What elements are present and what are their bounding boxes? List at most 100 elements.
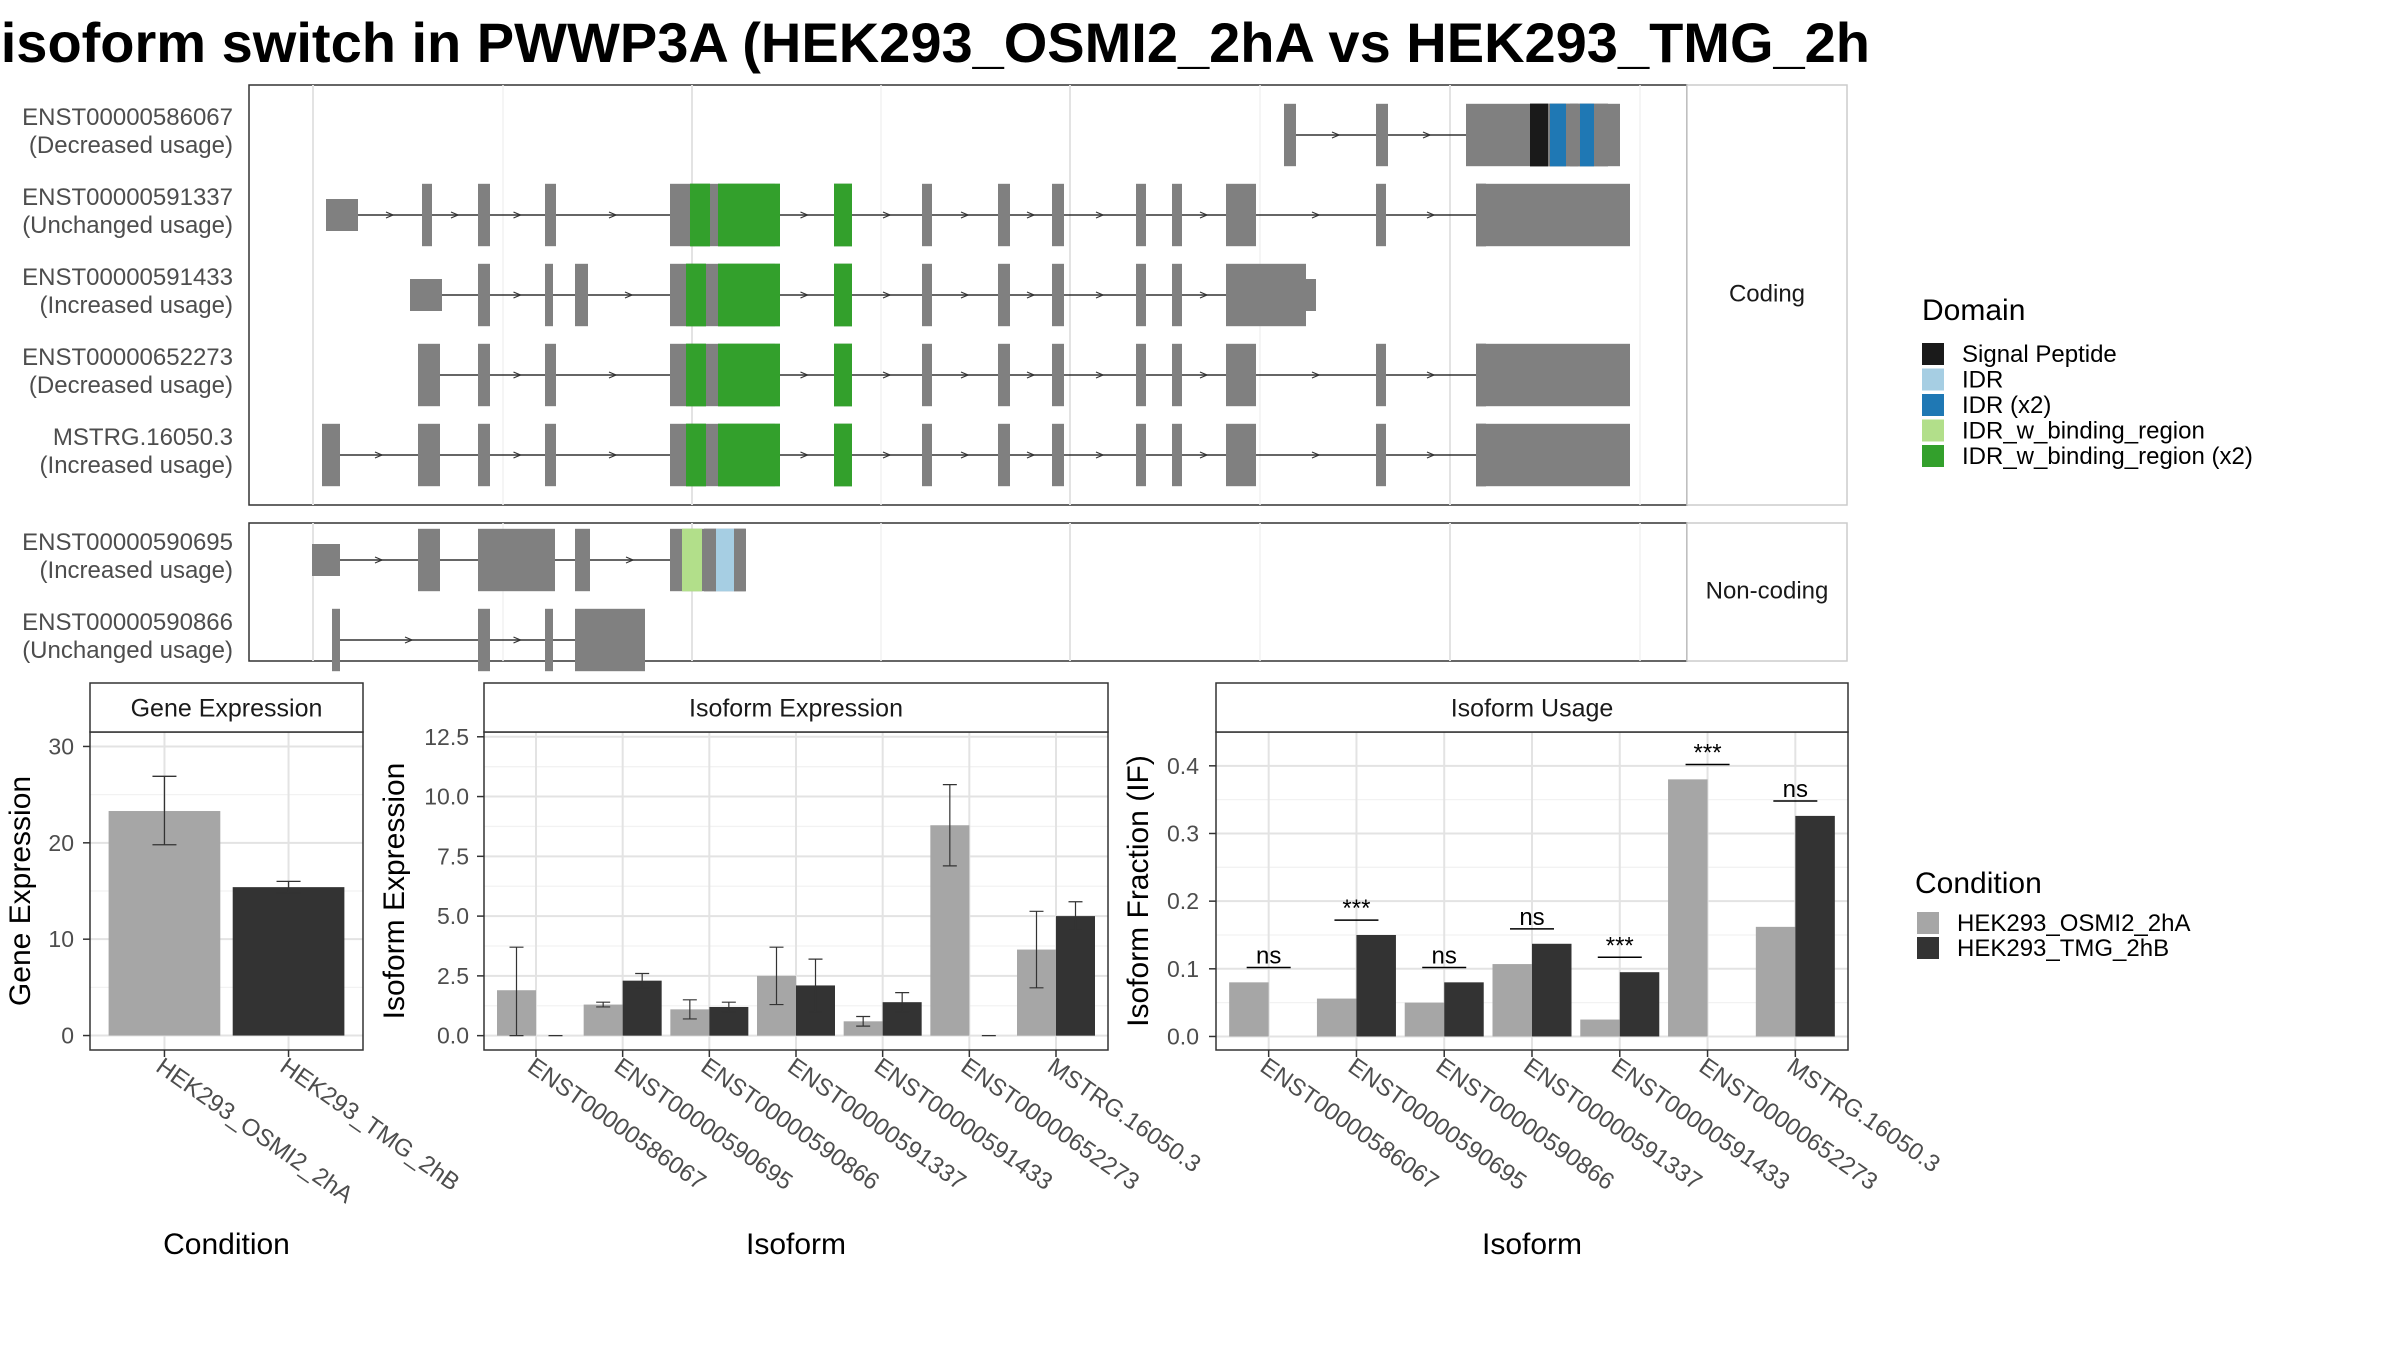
- exon: [326, 199, 358, 231]
- direction-arrow: [513, 211, 523, 219]
- domain-legend-swatch: [1922, 394, 1944, 416]
- error-bar: [769, 946, 784, 1006]
- exon: [1136, 263, 1146, 327]
- direction-arrow: [608, 451, 618, 459]
- domain-exon: [734, 528, 746, 592]
- significance-label: ***: [1342, 895, 1370, 922]
- exon: [1476, 343, 1630, 407]
- bar-HEK293_OSMI2_2hA-ENST00000586067: [1229, 982, 1269, 1037]
- direction-arrow: [882, 451, 892, 459]
- direction-arrow: [800, 211, 810, 219]
- bar-HEK293_OSMI2_2hA-ENST00000591337: [1492, 964, 1532, 1037]
- y-axis-title: Isoform Expression: [378, 763, 411, 1020]
- direction-arrow: [1095, 451, 1105, 459]
- domain-idr-w-binding-region: [682, 528, 702, 592]
- transcript-id-label: MSTRG.16050.3: [53, 424, 233, 451]
- isoform-usage-chart: ns *** ns ns *** *** ns Isoform Usage 0.0 0.1 0.2 0…: [1122, 682, 1945, 1261]
- structure-panel-coding: Coding: [248, 84, 1848, 506]
- noncoding-strip-label: Non-coding: [1706, 577, 1829, 604]
- domain-idr-w-binding-region-x2: [834, 343, 852, 407]
- direction-arrow: [374, 556, 384, 564]
- transcript-usage-label: (Decreased usage): [29, 372, 233, 399]
- error-bar: [1029, 910, 1044, 989]
- y-tick-label: 0.2: [1167, 888, 1199, 914]
- y-tick-label: 10.0: [424, 784, 469, 810]
- domain-idr-w-binding-region-x2: [686, 423, 706, 487]
- y-tick-label: 20: [48, 830, 74, 856]
- direction-arrow: [960, 451, 970, 459]
- strip-bg: [483, 682, 1109, 733]
- domain-idr: [716, 528, 734, 592]
- exon: [418, 343, 440, 407]
- exon: [418, 423, 440, 487]
- exon: [922, 183, 932, 247]
- direction-arrow: [450, 211, 460, 219]
- y-tick-label: 12.5: [424, 724, 469, 750]
- bar-HEK293_TMG_2hB-ENST00000590866: [1444, 982, 1484, 1037]
- y-tick-label: 0.0: [1167, 1023, 1199, 1049]
- exon-utr: [1306, 279, 1316, 311]
- exon: [332, 608, 340, 672]
- direction-arrow: [1095, 371, 1105, 379]
- exon: [1226, 183, 1256, 247]
- condition-legend-swatch: [1917, 912, 1939, 934]
- direction-arrow: [960, 211, 970, 219]
- direction-arrow: [374, 451, 384, 459]
- bar-HEK293_OSMI2_2hA-ENST00000591433: [1580, 1019, 1620, 1037]
- error-bar: [682, 999, 697, 1020]
- exon: [545, 608, 553, 672]
- y-axis-title: Gene Expression: [4, 776, 37, 1006]
- page-title: e isoform switch in PWWP3A (HEK293_OSMI2…: [0, 8, 1870, 78]
- significance-label: ns: [1256, 942, 1281, 969]
- direction-arrow: [960, 371, 970, 379]
- exon: [478, 608, 490, 672]
- direction-arrow: [1026, 291, 1036, 299]
- y-axis-title: Isoform Fraction (IF): [1122, 755, 1155, 1027]
- domain-idr-x2: [1580, 103, 1594, 167]
- domain-idr-w-binding-region-x2: [718, 263, 780, 327]
- exon: [478, 343, 490, 407]
- bar-HEK293_OSMI2_2hA-ENST00000590866: [1404, 1002, 1445, 1037]
- error-bar: [808, 958, 823, 1013]
- bar-HEK293_OSMI2_2hA-ENST00000590695: [1316, 998, 1357, 1037]
- direction-arrow: [1311, 451, 1321, 459]
- exon-coding: [1476, 343, 1486, 407]
- exon: [1476, 423, 1630, 487]
- exon: [1052, 263, 1064, 327]
- significance-label: ns: [1432, 942, 1457, 969]
- page-title-text: e isoform switch in PWWP3A (HEK293_OSMI2…: [0, 11, 1870, 74]
- exon: [575, 263, 588, 327]
- direction-arrow: [608, 211, 618, 219]
- direction-arrow: [1095, 291, 1105, 299]
- bar-HEK293_TMG_2hB-ENST00000590695: [622, 980, 662, 1036]
- bar-HEK293_OSMI2_2hA: [108, 811, 221, 1036]
- strip-bg: [1215, 682, 1849, 733]
- transcript-usage-label: (Increased usage): [40, 557, 233, 584]
- domain-idr-w-binding-region-x2: [834, 183, 852, 247]
- exon: [998, 183, 1010, 247]
- exon: [922, 343, 932, 407]
- y-tick-label: 7.5: [437, 843, 469, 869]
- exon: [1136, 183, 1146, 247]
- exon: [545, 423, 556, 487]
- noncoding-tracks: [312, 528, 746, 672]
- significance-label: ns: [1783, 776, 1808, 803]
- direction-arrow: [882, 211, 892, 219]
- direction-arrow: [1026, 371, 1036, 379]
- exon: [545, 343, 556, 407]
- direction-arrow: [1199, 371, 1209, 379]
- transcript-id-label: ENST00000590866: [22, 609, 233, 636]
- direction-arrow: [800, 371, 810, 379]
- error-bar: [895, 992, 910, 1013]
- x-axis-title: Isoform: [1482, 1228, 1582, 1261]
- condition-legend-title: Condition: [1915, 867, 2042, 900]
- domain-legend-swatch: [1922, 419, 1944, 442]
- chart-title: Isoform Expression: [689, 695, 903, 723]
- domain-legend-label: IDR_w_binding_region (x2): [1962, 443, 2253, 470]
- exon: [1172, 343, 1182, 407]
- exon: [1052, 183, 1064, 247]
- exon: [1172, 183, 1182, 247]
- structure-panel-noncoding: Non-coding: [248, 522, 1848, 672]
